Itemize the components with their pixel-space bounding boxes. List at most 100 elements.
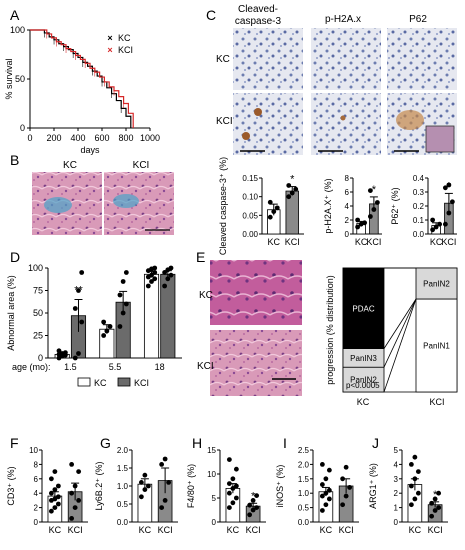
J-data-point [412,454,418,460]
F-x-tick-label: KCI [68,525,83,535]
b-kci-label: KCI [133,160,150,171]
F-data-point [48,490,54,496]
I-y-tick-label: 2.5 [298,446,310,455]
a-censor-mark: | [101,80,103,87]
C1-data-point [293,186,299,192]
H-y-label: F4/80⁺ (%) [186,464,196,508]
I-y-tick-label: 0.5 [298,504,310,513]
H-data-point [247,512,253,518]
C1-data-point [274,205,280,211]
C1-y-tick-label: 0.05 [242,211,258,220]
d-x-tick-label: 18 [155,362,165,372]
G-y-tick-label: 1.0 [117,482,129,491]
d-y-tick-label: 25 [33,331,43,341]
C1-y-label: Cleaved caspase-3⁺ (%) [218,157,228,255]
G-data-point [142,472,148,478]
c-kci-ph2ax-image [311,93,381,155]
a-x-tick-label: 0 [27,133,32,143]
C2-data-point [371,207,377,212]
a-censor-mark: | [113,89,115,96]
F-data-point [69,490,75,496]
d-data-point [123,270,129,275]
a-censor-mark: | [91,69,93,76]
H-data-point [226,457,232,462]
H-data-point [233,466,239,472]
e-kc-image [210,260,302,325]
e-kci-image [210,330,302,396]
e-pvalue: p<0.0005 [346,381,380,390]
d-data-point [72,355,78,361]
e-connector-line [383,298,417,368]
panel-letter-d: D [10,249,20,265]
d-data-point [76,288,81,293]
J-y-tick-label: 4 [394,460,399,469]
C3-x-tick-label: KCI [441,237,456,247]
d-y-tick-label: 100 [28,263,43,273]
C1-y-tick-label: 0.15 [242,174,258,183]
I-x-tick-label: KCI [339,525,354,535]
J-data-point [415,469,421,474]
d-data-point [149,279,154,284]
J-y-tick-label: 5 [394,446,399,455]
F-data-point [48,476,54,482]
G-data-point [159,462,165,467]
F-data-point [69,516,75,521]
C1-data-point [289,190,295,196]
a-x-tick-label: 1000 [140,133,160,143]
C2-y-tick-label: 4 [345,202,350,211]
panel-letter-i: I [283,435,287,451]
C1-y-tick-label: 0.10 [242,193,258,202]
histology-panel-b: KC KCI [32,160,174,235]
d-data-point [165,276,171,282]
panel-letter-h: H [192,435,202,451]
G-y-tick-label: 2.0 [117,446,129,455]
C2-y-tick-label: 0 [345,230,350,239]
C1-data-point [286,194,292,200]
histology-panel-e: KC KCI [197,260,302,396]
a-legend-marker: × [107,45,112,55]
c-header-1a: Cleaved- [238,4,278,15]
F-data-point [72,483,78,489]
d-data-point [152,270,158,275]
b-kc-label: KC [63,160,77,171]
d-legend-swatch-kci [117,377,131,387]
d-y-label: Abnormal area (%) [6,275,16,351]
C2-data-point [362,220,368,226]
I-data-point [343,493,349,499]
F-data-point [52,469,58,474]
inos-bar-chart: 0.0 0.5 1.0 1.5 2.0 2.5 iNOS⁺ (%) KC KCI [275,446,359,535]
a-x-tick-label: 400 [70,133,85,143]
J-x-tick-label: KCI [428,525,443,535]
F-y-tick-label: 2 [34,504,39,513]
G-y-label: Ly6B.2⁺ (%) [94,462,104,511]
d-data-point [104,328,110,334]
d-legend-label-kc: KC [94,378,107,388]
H-data-point [226,481,232,486]
d-data-point [162,270,168,275]
H-data-point [230,500,236,506]
F-x-tick-label: KC [49,525,62,535]
panel-letter-c: C [206,7,216,23]
J-y-label: ARG1⁺ (%) [368,463,378,509]
G-x-tick-label: KC [139,525,152,535]
panel-letter-j: J [372,435,379,451]
I-data-point [319,462,325,467]
a-x-tick-label: 200 [46,133,61,143]
d-data-point [72,306,78,311]
a-censor-mark: | [111,92,113,99]
cd3-bar-chart: 0 2 4 6 8 10 CD3⁺ (%) KC KCI [6,446,88,535]
d-sig-marker: ** [74,285,83,297]
F-data-point [55,501,61,507]
c-kci-caspase-image [233,93,303,155]
C3-y-tick-label: 0.2 [413,202,425,211]
C3-x-tick-label: KC [430,237,443,247]
C3-y-tick-label: 0.0 [413,230,425,239]
I-data-point [347,485,353,490]
d-data-point [149,272,154,278]
F-data-point [69,462,75,467]
F-y-tick-label: 10 [29,446,38,455]
G-data-point [159,505,165,510]
C2-sig-marker: * [372,184,377,196]
J-data-point [432,496,438,502]
